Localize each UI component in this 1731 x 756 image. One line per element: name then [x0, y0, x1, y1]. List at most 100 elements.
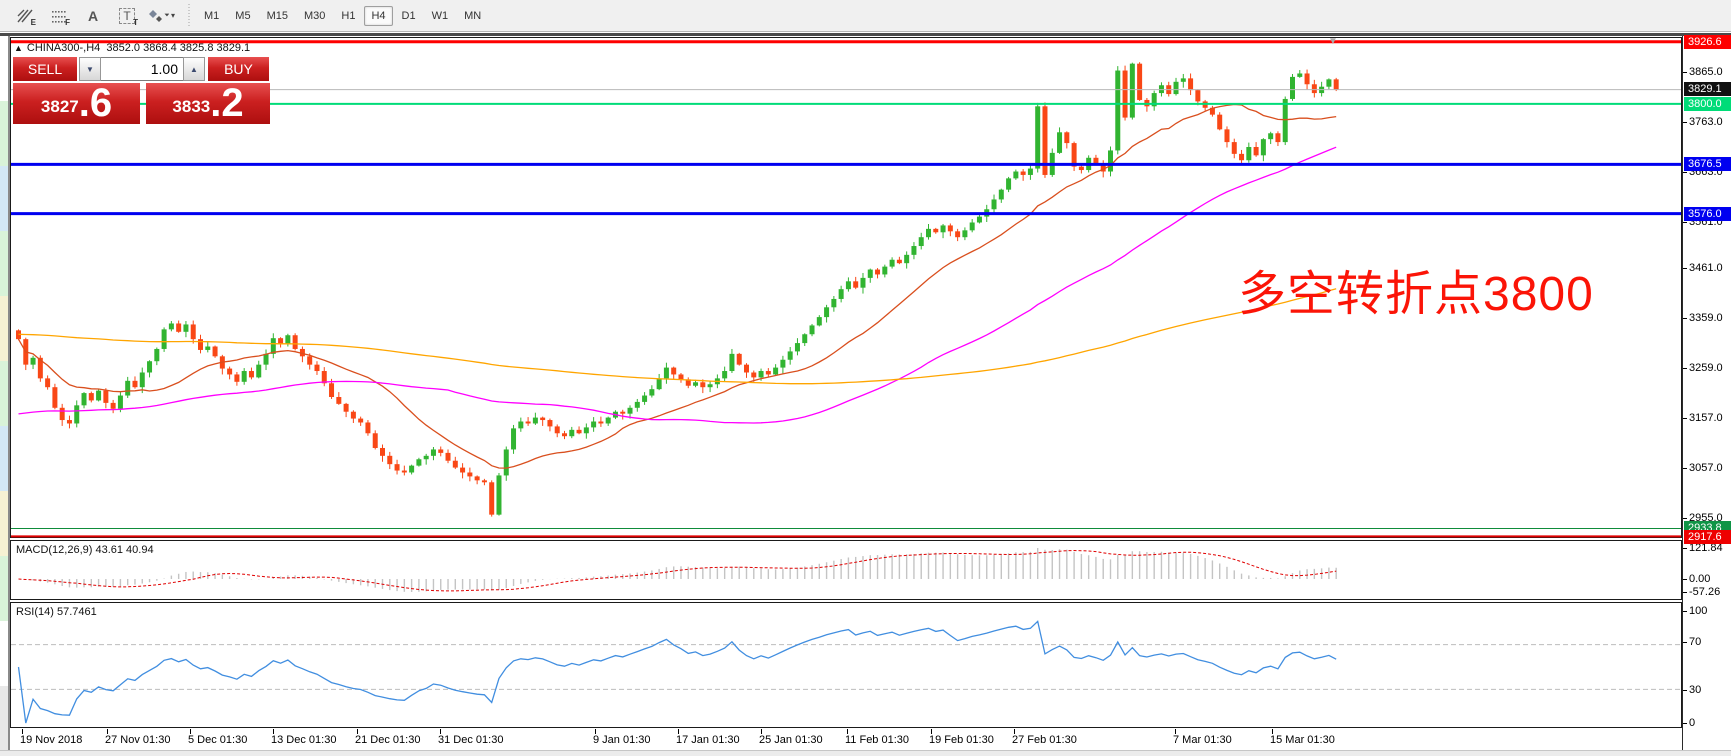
text-label-tool-button[interactable]: A — [87, 7, 99, 24]
candle-body — [1180, 78, 1186, 82]
candle-body — [569, 429, 575, 437]
candle-body — [416, 459, 422, 466]
candle-body — [976, 216, 982, 223]
chart-text-annotation[interactable]: 多空转折点3800 — [1238, 268, 1594, 321]
candle-body — [467, 472, 473, 477]
price-axis-tick-mark — [1683, 642, 1687, 643]
candle-body — [518, 421, 524, 429]
candle-body — [998, 189, 1004, 200]
candle-body — [802, 334, 808, 344]
candle-body — [1122, 70, 1128, 118]
ma-slow-line — [18, 288, 1337, 385]
volume-input[interactable]: 1.00 — [101, 57, 183, 81]
candle-body — [824, 307, 830, 318]
time-axis-label: 31 Dec 01:30 — [438, 734, 504, 746]
candle-body — [853, 281, 859, 288]
price-axis-tick-mark — [1683, 368, 1687, 369]
candle-body — [642, 395, 648, 402]
price-axis[interactable]: 3865.0 3763.0 3663.0 3561.0 3461.0 3359.0 3259… — [1682, 35, 1731, 750]
price-axis-label: 3461.0 — [1689, 262, 1723, 274]
candle-body — [401, 470, 407, 473]
chart-canvas[interactable] — [10, 36, 1682, 730]
candle-body — [918, 237, 924, 247]
candle-body — [875, 269, 881, 275]
candle-body — [773, 367, 779, 375]
ask-price-display[interactable]: 3833 .2 — [146, 83, 270, 124]
fibonacci-tool-button[interactable]: F — [44, 3, 74, 29]
object-anchor-icon: ▼ — [1328, 36, 1338, 47]
time-axis[interactable]: 19 Nov 2018 27 Nov 01:30 5 Dec 01:30 13 Dec… — [10, 729, 1682, 750]
toolbar-separator — [188, 3, 190, 28]
price-level-badge: 3676.5 — [1684, 157, 1731, 171]
time-axis-label: 27 Feb 01:30 — [1012, 734, 1077, 746]
timeframe-button-m5[interactable]: M5 — [235, 9, 251, 22]
price-axis-tick-mark — [1683, 548, 1687, 549]
price-level-badge: 2917.6 — [1684, 530, 1731, 544]
rsi-line — [17, 620, 1337, 724]
timeframe-button-h4[interactable]: H4 — [364, 5, 393, 26]
time-axis-tick-mark — [107, 729, 108, 734]
candle-body — [693, 382, 699, 386]
market-watch-row-edge — [0, 231, 8, 296]
price-axis-label: 3359.0 — [1689, 312, 1723, 324]
timeframe-button-w1[interactable]: W1 — [431, 9, 449, 22]
equidistant-channel-tool-button[interactable]: E — [10, 3, 40, 29]
candle-body — [161, 329, 167, 349]
price-axis-tick-mark — [1683, 222, 1687, 223]
candle-body — [1137, 63, 1143, 100]
collapse-triangle-icon[interactable]: ▲ — [14, 43, 23, 53]
market-watch-row-edge — [0, 361, 8, 426]
candle-body — [183, 324, 189, 332]
candle-body — [962, 230, 968, 238]
candle-body — [1151, 93, 1157, 107]
timeframe-button-m1[interactable]: M1 — [204, 9, 220, 22]
time-axis-label: 17 Jan 01:30 — [676, 734, 740, 746]
time-axis-tick-mark — [1272, 729, 1273, 734]
timeframe-button-d1[interactable]: D1 — [401, 9, 416, 22]
candle-body — [627, 407, 633, 414]
candle-body — [96, 390, 102, 401]
candle-body — [30, 357, 36, 365]
timeframe-button-h1[interactable]: H1 — [341, 9, 356, 22]
ask-price-fraction: .2 — [210, 81, 244, 125]
candle-body — [765, 371, 771, 375]
price-axis-label: 3763.0 — [1689, 116, 1723, 128]
candle-body — [234, 374, 240, 382]
candle-body — [168, 323, 174, 330]
price-axis-tick-mark — [1683, 318, 1687, 319]
candle-body — [256, 364, 262, 378]
shapes-dropdown-tool-button[interactable]: ▾ — [146, 3, 176, 29]
bid-price-display[interactable]: 3827 .6 — [13, 83, 140, 124]
candle-body — [1093, 157, 1099, 164]
candle-body — [787, 351, 793, 360]
candle-body — [1064, 132, 1070, 144]
candle-body — [198, 339, 203, 350]
candle-body — [1311, 84, 1317, 94]
candle-body — [81, 393, 87, 406]
timeframe-button-m15[interactable]: M15 — [266, 9, 288, 22]
candle-body — [1042, 106, 1048, 175]
timeframe-button-mn[interactable]: MN — [464, 9, 482, 22]
candle-body — [241, 371, 247, 382]
candle-body — [329, 383, 335, 398]
candle-body — [110, 402, 116, 409]
price-axis-label: 70 — [1689, 636, 1702, 648]
candle-body — [1268, 133, 1274, 140]
sell-button[interactable]: SELL — [13, 57, 77, 81]
candle-body — [1326, 79, 1332, 87]
candle-body — [838, 289, 844, 299]
buy-button[interactable]: BUY — [208, 57, 269, 81]
time-axis-tick-mark — [273, 729, 274, 734]
timeframe-button-m30[interactable]: M30 — [303, 9, 326, 22]
candle-body — [794, 343, 800, 352]
candle-body — [933, 228, 939, 233]
candle-body — [423, 455, 429, 460]
candle-body — [292, 335, 298, 349]
candle-body — [125, 380, 131, 396]
volume-increase-button[interactable]: ▲ — [183, 57, 205, 81]
volume-decrease-button[interactable]: ▼ — [79, 57, 101, 81]
time-axis-label: 9 Jan 01:30 — [593, 734, 651, 746]
candle-body — [1078, 166, 1084, 171]
candle-body — [562, 433, 567, 437]
